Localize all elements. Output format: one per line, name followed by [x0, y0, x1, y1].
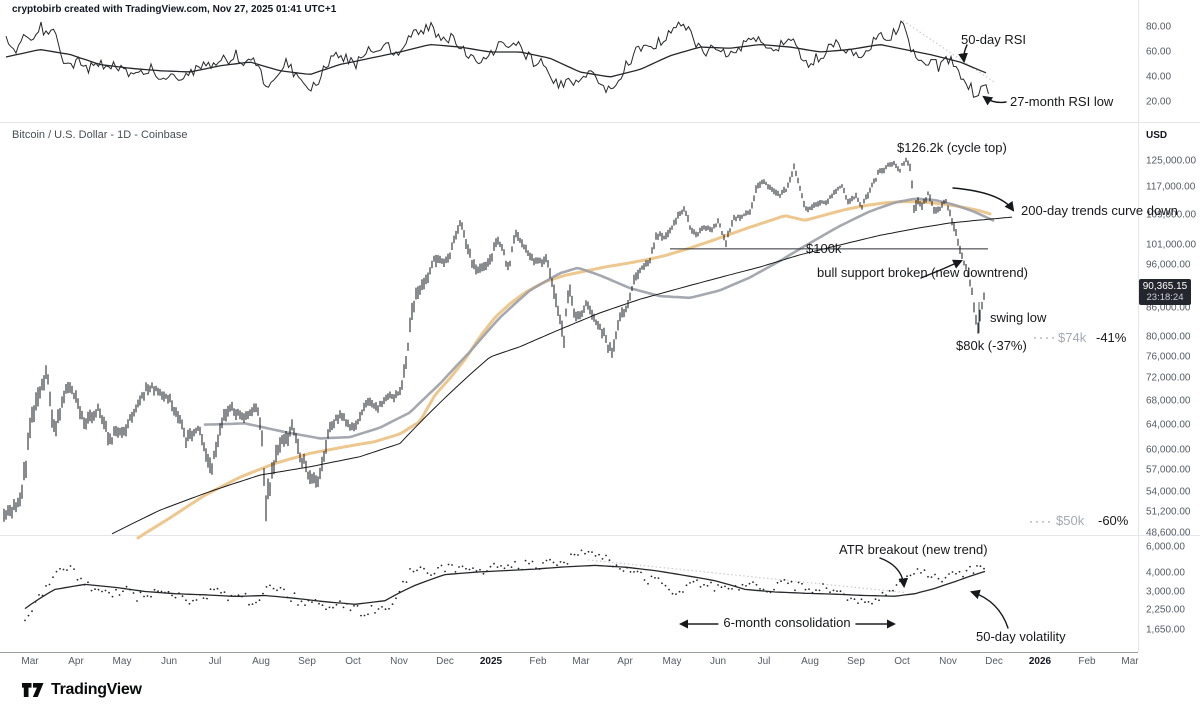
- price-tick-label: 76,000.00: [1146, 351, 1191, 363]
- tradingview-logo-text: TradingView: [51, 681, 142, 698]
- time-tick-label: Jun: [709, 656, 727, 667]
- time-tick-label: Aug: [801, 656, 819, 667]
- atr-tick-label: 2,250.00: [1146, 604, 1185, 616]
- annotation-consolidation: 6-month consolidation: [718, 615, 856, 631]
- time-tick-label: Feb: [1078, 656, 1096, 667]
- time-tick-label: 2026: [1028, 656, 1052, 667]
- time-tick-label: May: [112, 656, 132, 667]
- annotation-swing-low: swing low: [990, 310, 1047, 325]
- rsi-tick-label: 20.00: [1146, 96, 1172, 108]
- time-tick-label: Jul: [757, 656, 771, 667]
- annotation-drawdown-60: -60%: [1098, 513, 1129, 528]
- time-tick-label: Dec: [436, 656, 454, 667]
- last-price-badge: 90,365.15 23:18:24: [1139, 279, 1191, 306]
- price-tick-label: 60,000.00: [1146, 444, 1191, 456]
- atr-tick-label: 6,000.00: [1146, 541, 1185, 553]
- time-tick-label: Aug: [252, 656, 270, 667]
- time-tick-label: May: [662, 656, 682, 667]
- attribution-text: cryptobirb created with TradingView.com,…: [12, 4, 337, 15]
- annotation-27month-rsi-low: 27-month RSI low: [1010, 94, 1114, 109]
- annotation-74k-level: $74k: [1058, 330, 1087, 345]
- time-tick-label: Dec: [985, 656, 1003, 667]
- price-tick-label: 86,000.00: [1146, 302, 1191, 314]
- time-tick-label: Sep: [847, 656, 865, 667]
- atr-tick-label: 3,000.00: [1146, 586, 1185, 598]
- annotation-drawdown-41: -41%: [1096, 330, 1127, 345]
- annotation-200day-trends: 200-day trends curve down: [1021, 203, 1178, 218]
- time-tick-label: Nov: [939, 656, 957, 667]
- price-tick-label: 117,000.00: [1146, 181, 1196, 193]
- price-tick-label: 80,000.00: [1146, 331, 1191, 343]
- atr-tick-label: 4,000.00: [1146, 567, 1185, 579]
- price-tick-label: 57,000.00: [1146, 464, 1191, 476]
- last-price: 90,365.15: [1142, 281, 1188, 292]
- time-tick-label: Feb: [529, 656, 547, 667]
- price-tick-label: 109,000.00: [1146, 209, 1197, 221]
- time-tick-label: Sep: [298, 656, 316, 667]
- annotation-80k-level: $80k (-37%): [956, 338, 1027, 353]
- time-tick-label: Mar: [1121, 656, 1139, 667]
- price-tick-label: 51,200.00: [1146, 506, 1191, 518]
- rsi-tick-label: 40.00: [1146, 71, 1172, 83]
- price-tick-label: 64,000.00: [1146, 419, 1191, 431]
- price-tick-label: 125,000.00: [1146, 155, 1197, 167]
- currency-label: USD: [1146, 130, 1168, 141]
- price-tick-label: 96,000.00: [1146, 259, 1191, 271]
- symbol-title: Bitcoin / U.S. Dollar - 1D - Coinbase: [12, 129, 188, 141]
- time-tick-label: Mar: [21, 656, 39, 667]
- annotation-100k-level: $100k: [806, 241, 842, 256]
- time-tick-label: Jun: [160, 656, 178, 667]
- annotation-50day-volatility: 50-day volatility: [976, 629, 1066, 644]
- tradingview-icon: [22, 682, 44, 697]
- price-tick-label: 72,000.00: [1146, 372, 1191, 384]
- price-tick-label: 54,000.00: [1146, 486, 1191, 498]
- time-tick-label: Mar: [572, 656, 590, 667]
- rsi-tick-label: 80.00: [1146, 21, 1172, 33]
- time-tick-label: Oct: [345, 656, 361, 667]
- annotation-bull-support: bull support broken (new downtrend): [817, 265, 1029, 280]
- time-tick-label: Apr: [68, 656, 84, 667]
- price-tick-label: 48,600.00: [1146, 527, 1191, 539]
- annotation-50k-level: $50k: [1056, 513, 1085, 528]
- price-tick-label: 68,000.00: [1146, 395, 1191, 407]
- annotation-atr-breakout: ATR breakout (new trend): [839, 542, 988, 557]
- time-tick-label: Jul: [208, 656, 222, 667]
- time-tick-label: Apr: [617, 656, 633, 667]
- tradingview-logo[interactable]: TradingView: [22, 681, 142, 699]
- bar-countdown: 23:18:24: [1146, 291, 1184, 303]
- time-tick-label: Oct: [894, 656, 910, 667]
- annotation-cycle-top: $126.2k (cycle top): [897, 140, 1007, 155]
- atr-tick-label: 1,650.00: [1146, 624, 1185, 636]
- time-tick-label: Nov: [390, 656, 408, 667]
- price-tick-label: 101,000.00: [1146, 239, 1197, 251]
- annotation-50day-rsi: 50-day RSI: [961, 32, 1027, 47]
- rsi-tick-label: 60.00: [1146, 46, 1172, 58]
- time-tick-label: 2025: [479, 656, 503, 667]
